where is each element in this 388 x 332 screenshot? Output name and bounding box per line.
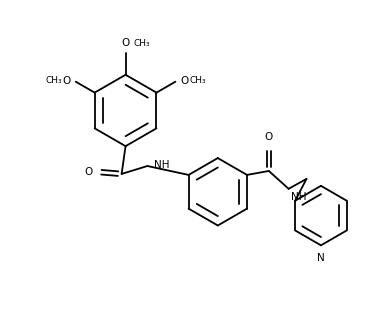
Text: NH: NH xyxy=(291,192,306,202)
Text: CH₃: CH₃ xyxy=(189,76,206,85)
Text: O: O xyxy=(265,132,273,142)
Text: N: N xyxy=(317,253,325,263)
Text: CH₃: CH₃ xyxy=(133,39,150,48)
Text: O: O xyxy=(85,167,93,177)
Text: CH₃: CH₃ xyxy=(45,76,62,85)
Text: O: O xyxy=(121,38,130,48)
Text: O: O xyxy=(180,76,189,86)
Text: O: O xyxy=(62,76,71,86)
Text: NH: NH xyxy=(154,160,170,170)
